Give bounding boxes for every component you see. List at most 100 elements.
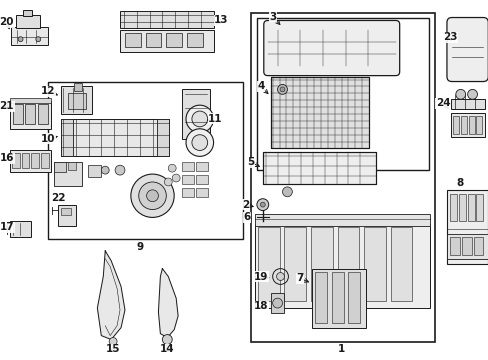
Text: 2: 2 [242,199,249,210]
Circle shape [276,273,284,280]
Bar [74,84,81,91]
Circle shape [146,190,158,202]
Bar [164,346,172,351]
Bar [262,152,375,184]
Bar [254,215,429,226]
FancyBboxPatch shape [263,21,399,76]
Polygon shape [97,251,125,339]
Bar [58,204,76,226]
Bar [61,119,169,156]
Circle shape [185,129,213,156]
Circle shape [455,89,465,99]
Circle shape [282,187,292,197]
Text: 19: 19 [253,271,267,282]
Text: 5: 5 [247,157,254,167]
Text: 18: 18 [253,301,267,311]
Text: 10: 10 [41,134,55,144]
Bar [254,224,429,308]
Text: 7: 7 [296,274,304,283]
Bar [270,77,368,148]
Circle shape [277,85,287,94]
Bar [87,165,101,177]
Bar [145,33,161,47]
Circle shape [36,37,41,42]
Circle shape [164,178,172,186]
Bar [331,271,343,323]
Circle shape [172,174,180,182]
Text: 1: 1 [337,345,345,354]
Text: 22: 22 [51,193,65,203]
Bar [475,194,483,221]
Text: 15: 15 [106,345,120,354]
Bar [61,208,71,215]
Bar [182,188,193,197]
Text: 14: 14 [160,345,174,354]
Bar [38,104,48,124]
Bar [450,99,485,109]
Circle shape [162,334,172,345]
Text: 8: 8 [455,178,463,188]
Text: 20: 20 [0,17,14,27]
Bar [337,227,359,301]
Bar [10,221,31,237]
Bar [196,175,207,184]
Bar [461,237,470,255]
Bar [450,113,485,137]
Bar [54,162,81,186]
Text: 12: 12 [41,86,55,96]
Bar [314,271,326,323]
Bar [364,227,385,301]
Bar [446,234,488,259]
Bar [186,33,203,47]
Bar [68,162,76,170]
Circle shape [467,89,476,99]
Bar [68,93,85,109]
Circle shape [256,199,268,211]
Circle shape [109,338,117,346]
Bar [452,116,458,134]
Circle shape [115,165,125,175]
Bar [182,175,193,184]
Circle shape [185,105,213,133]
Bar [16,14,40,28]
Text: 6: 6 [243,212,250,222]
Text: 13: 13 [214,15,228,26]
Bar [61,119,73,156]
Text: 17: 17 [0,222,14,232]
Bar [41,153,49,168]
Bar [446,190,488,264]
Bar [250,13,434,342]
Bar [257,227,279,301]
FancyBboxPatch shape [446,18,488,81]
Bar [262,152,375,184]
Bar [270,77,368,148]
Bar [120,30,213,52]
Bar [460,116,466,134]
Bar [61,86,92,114]
Text: 4: 4 [257,81,264,91]
Bar [157,119,169,156]
Bar [166,33,182,47]
Polygon shape [158,269,178,338]
Bar [196,162,207,171]
Bar [390,227,412,301]
Bar [10,98,51,103]
Bar [256,18,428,170]
Bar [475,116,481,134]
Circle shape [280,87,285,92]
Text: 24: 24 [435,98,449,108]
Bar [25,104,35,124]
Bar [11,27,48,45]
Bar [54,162,66,172]
Circle shape [272,298,282,308]
Bar [348,271,360,323]
Bar [21,153,29,168]
Bar [182,89,209,139]
Circle shape [191,135,207,150]
Bar [31,153,39,168]
Bar [270,293,284,313]
Text: 9: 9 [136,242,143,252]
Circle shape [101,166,109,174]
Circle shape [139,182,166,210]
Bar [449,237,459,255]
